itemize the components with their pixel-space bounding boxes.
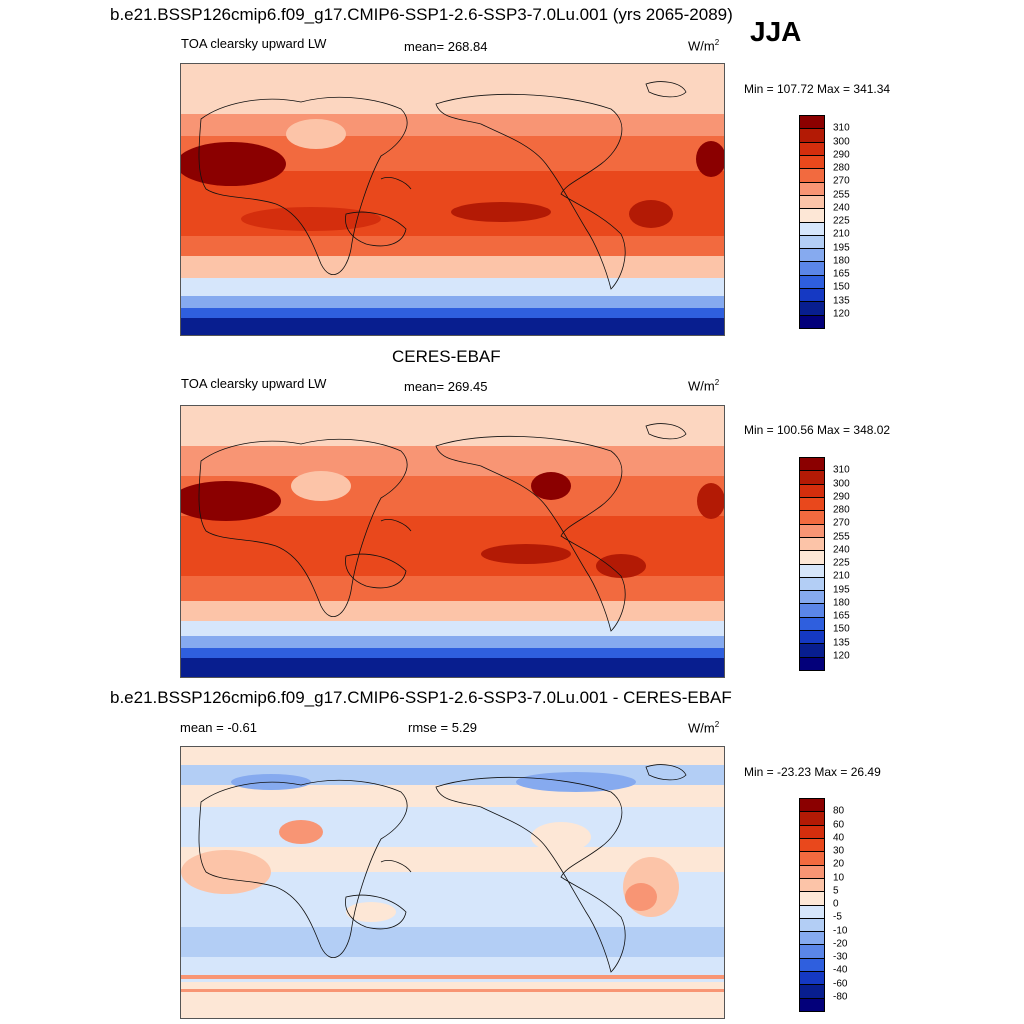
panel1-minmax: Min = 107.72 Max = 341.34 bbox=[744, 82, 891, 96]
panel1-units: W/m2 bbox=[688, 38, 720, 54]
colorbar-tick: 270 bbox=[833, 517, 850, 529]
colorbar-tick: 5 bbox=[833, 885, 839, 897]
colorbar-tick: 240 bbox=[833, 202, 850, 214]
panel2-variable: TOA clearsky upward LW bbox=[181, 376, 327, 391]
panel3-minmax: Min = -23.23 Max = 26.49 bbox=[744, 765, 881, 779]
colorbar-tick: -30 bbox=[833, 951, 848, 963]
colorbar-tick: 195 bbox=[833, 584, 850, 595]
colorbar-tick: 210 bbox=[833, 228, 850, 240]
panel3-units: W/m2 bbox=[688, 720, 720, 736]
panel1-map bbox=[180, 63, 725, 336]
colorbar-tick: 80 bbox=[833, 805, 845, 817]
panel2-map bbox=[180, 405, 725, 678]
panel3-heading: b.e21.BSSP126cmip6.f09_g17.CMIP6-SSP1-2.… bbox=[110, 688, 732, 707]
colorbar-tick: -10 bbox=[833, 925, 848, 936]
panel3-mean: mean = -0.61 bbox=[180, 720, 257, 735]
colorbar-tick: 240 bbox=[833, 544, 850, 556]
panel2-minmax: Min = 100.56 Max = 348.02 bbox=[744, 423, 891, 437]
panel2-mean: mean= 269.45 bbox=[404, 379, 488, 394]
colorbar-tick: 10 bbox=[833, 872, 845, 883]
colorbar-tick: -20 bbox=[833, 938, 848, 950]
colorbar-tick: 20 bbox=[833, 858, 845, 870]
panel1-variable: TOA clearsky upward LW bbox=[181, 36, 327, 51]
colorbar-tick: 165 bbox=[833, 268, 850, 280]
colorbar-tick: 255 bbox=[833, 189, 850, 200]
colorbar-tick: -60 bbox=[833, 978, 848, 989]
colorbar-tick: 225 bbox=[833, 557, 850, 569]
colorbar-tick: 150 bbox=[833, 623, 850, 635]
colorbar-tick: 120 bbox=[833, 650, 850, 662]
colorbar-tick: 280 bbox=[833, 504, 850, 516]
colorbar-tick: 180 bbox=[833, 255, 850, 267]
colorbar-tick: -80 bbox=[833, 991, 848, 1003]
panel1-colorbar: 310 300 290 280 270 255 240 225 210 195 … bbox=[799, 115, 850, 329]
colorbar-tick: 280 bbox=[833, 162, 850, 174]
colorbar-tick: 210 bbox=[833, 570, 850, 582]
panel3-map bbox=[180, 746, 725, 1019]
colorbar-tick: 195 bbox=[833, 242, 850, 253]
colorbar-tick: -5 bbox=[833, 911, 842, 923]
colorbar-tick: 0 bbox=[833, 898, 839, 910]
panel3-colorbar: 80 60 40 30 20 10 5 0 -5 -10 -20 -30 -40… bbox=[799, 798, 847, 1012]
colorbar-tick: 40 bbox=[833, 832, 845, 844]
panel3-rmse: rmse = 5.29 bbox=[408, 720, 478, 735]
colorbar-tick: 310 bbox=[833, 122, 850, 134]
panel2-units: W/m2 bbox=[688, 378, 720, 394]
colorbar-tick: 150 bbox=[833, 281, 850, 293]
colorbar-tick: 300 bbox=[833, 136, 850, 147]
figure-title: b.e21.BSSP126cmip6.f09_g17.CMIP6-SSP1-2.… bbox=[110, 5, 733, 24]
panel2-colorbar: 310 300 290 280 270 255 240 225 210 195 … bbox=[799, 457, 850, 671]
panel2-heading: CERES-EBAF bbox=[392, 347, 501, 366]
colorbar-tick: 290 bbox=[833, 149, 850, 161]
colorbar-tick: 270 bbox=[833, 175, 850, 187]
colorbar-tick: 255 bbox=[833, 531, 850, 542]
colorbar-tick: 165 bbox=[833, 610, 850, 622]
season-label: JJA bbox=[750, 16, 802, 47]
colorbar-tick: 310 bbox=[833, 464, 850, 476]
colorbar-tick: 290 bbox=[833, 491, 850, 503]
colorbar-tick: 30 bbox=[833, 845, 845, 857]
colorbar-tick: 225 bbox=[833, 215, 850, 227]
panel1-mean: mean= 268.84 bbox=[404, 39, 488, 54]
colorbar-tick: 60 bbox=[833, 819, 845, 830]
colorbar-tick: 300 bbox=[833, 478, 850, 489]
colorbar-tick: 135 bbox=[833, 637, 850, 648]
colorbar-tick: -40 bbox=[833, 964, 848, 976]
colorbar-tick: 135 bbox=[833, 295, 850, 306]
colorbar-tick: 120 bbox=[833, 308, 850, 320]
colorbar-tick: 180 bbox=[833, 597, 850, 609]
